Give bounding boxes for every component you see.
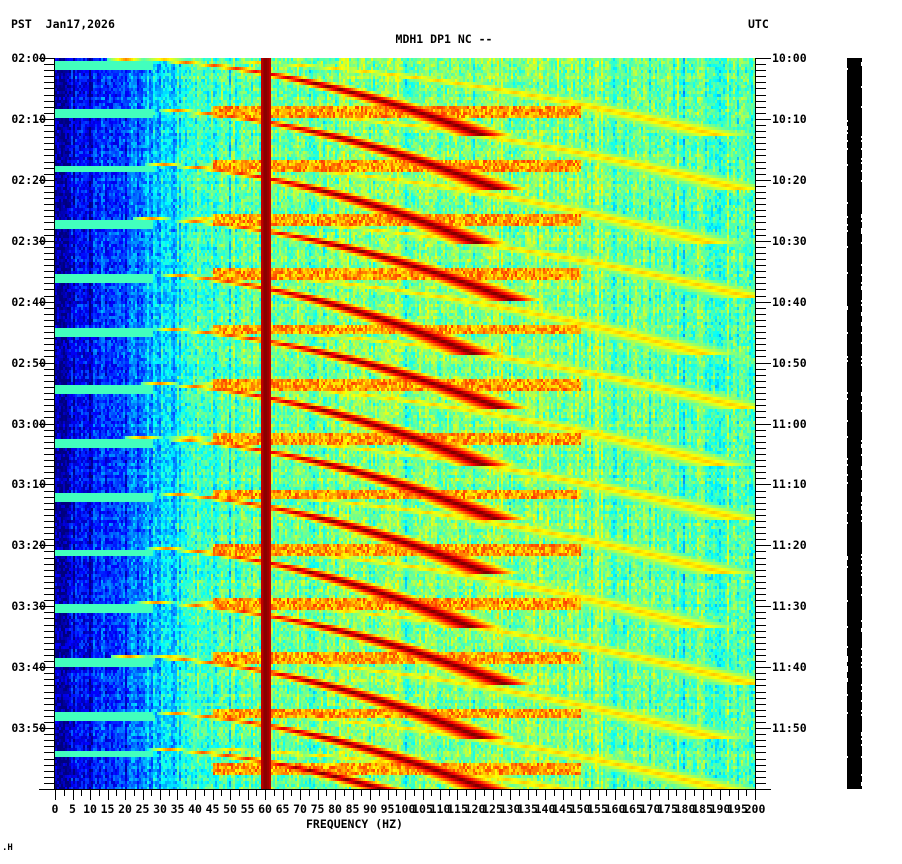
time-label-utc: 10:00 — [772, 51, 807, 65]
frequency-label: 105 — [412, 802, 433, 816]
frequency-label: 40 — [188, 802, 202, 816]
frequency-label: 160 — [604, 802, 626, 816]
header-timezone-pst: PST — [11, 17, 32, 31]
time-label-pst: 03:20 — [11, 538, 46, 552]
time-label-pst: 03:40 — [11, 660, 46, 674]
frequency-axis-title: FREQUENCY (HZ) — [306, 817, 403, 831]
frequency-label: 50 — [223, 802, 237, 816]
frequency-label: 170 — [639, 802, 661, 816]
time-axis-right-utc — [755, 58, 771, 790]
frequency-label: 85 — [345, 802, 360, 816]
time-label-utc: 11:40 — [772, 660, 807, 674]
header-date: Jan17,2026 — [45, 17, 115, 31]
time-label-pst: 02:40 — [11, 295, 46, 309]
colorbar-canvas — [847, 58, 862, 789]
frequency-label: 195 — [727, 802, 748, 816]
frequency-label: 190 — [709, 802, 731, 816]
time-label-pst: 02:20 — [11, 173, 46, 187]
frequency-label: 140 — [534, 802, 556, 816]
time-axis-left-pst — [39, 58, 55, 790]
time-label-utc: 10:40 — [772, 295, 807, 309]
time-label-pst: 02:50 — [11, 356, 46, 370]
colorbar — [847, 58, 862, 789]
frequency-label: 145 — [552, 802, 573, 816]
frequency-label: 180 — [674, 802, 696, 816]
frequency-label: 135 — [517, 802, 538, 816]
frequency-label: 45 — [205, 802, 220, 816]
time-label-pst: 03:10 — [11, 477, 46, 491]
frequency-label: 200 — [744, 802, 766, 816]
frequency-label: 15 — [100, 802, 115, 816]
frequency-label: 110 — [429, 802, 451, 816]
time-label-pst: 03:00 — [11, 417, 46, 431]
time-label-pst: 03:30 — [11, 599, 46, 613]
frequency-label: 0 — [51, 802, 59, 816]
frequency-label: 165 — [622, 802, 643, 816]
header-left-timezone-date: PST Jan17,2026 — [11, 17, 115, 31]
time-label-utc: 10:30 — [772, 234, 807, 248]
frequency-label: 20 — [118, 802, 132, 816]
time-label-pst: 02:10 — [11, 112, 46, 126]
frequency-label: 95 — [380, 802, 395, 816]
frequency-label: 155 — [587, 802, 608, 816]
frequency-label: 115 — [447, 802, 468, 816]
frequency-label: 60 — [258, 802, 272, 816]
frequency-label: 25 — [135, 802, 150, 816]
time-label-utc: 11:20 — [772, 538, 807, 552]
frequency-label: 5 — [69, 802, 76, 816]
frequency-label: 75 — [310, 802, 325, 816]
frequency-label: 130 — [499, 802, 521, 816]
frequency-label: 120 — [464, 802, 486, 816]
time-label-utc: 10:50 — [772, 356, 807, 370]
frequency-label: 65 — [275, 802, 290, 816]
time-label-utc: 10:10 — [772, 112, 807, 126]
frequency-label: 55 — [240, 802, 255, 816]
time-label-pst: 02:30 — [11, 234, 46, 248]
corner-artifact-text: .H — [2, 843, 13, 853]
frequency-label: 150 — [569, 802, 591, 816]
time-label-pst: 02:00 — [11, 51, 46, 65]
frequency-label: 80 — [328, 802, 342, 816]
frequency-label: 30 — [153, 802, 167, 816]
time-label-utc: 10:20 — [772, 173, 807, 187]
station-code-line: MDH1 DP1 NC -- — [395, 32, 493, 46]
time-label-pst: 03:50 — [11, 721, 46, 735]
frequency-label: 100 — [394, 802, 416, 816]
frequency-label: 185 — [692, 802, 713, 816]
frequency-axis-bottom — [55, 789, 756, 800]
time-label-utc: 11:30 — [772, 599, 807, 613]
frequency-label: 125 — [482, 802, 503, 816]
header-timezone-utc: UTC — [748, 17, 769, 31]
frequency-label: 70 — [293, 802, 307, 816]
time-label-utc: 11:00 — [772, 417, 807, 431]
spectrogram-canvas[interactable] — [55, 58, 755, 789]
spectrogram-plot[interactable] — [55, 58, 755, 789]
frequency-label: 10 — [83, 802, 97, 816]
time-label-utc: 11:10 — [772, 477, 807, 491]
frequency-label: 175 — [657, 802, 678, 816]
frequency-label: 90 — [363, 802, 377, 816]
frequency-label: 35 — [170, 802, 185, 816]
time-label-utc: 11:50 — [772, 721, 807, 735]
